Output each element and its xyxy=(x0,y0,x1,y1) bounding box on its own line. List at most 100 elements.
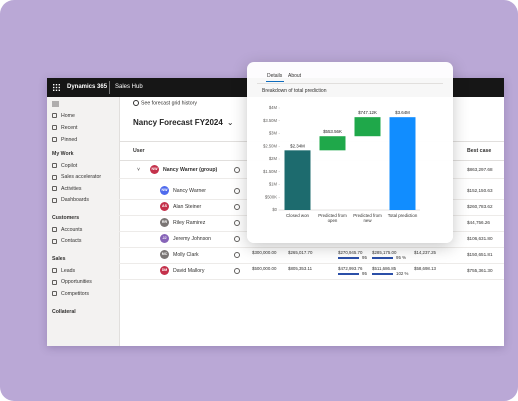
nav-group-title: Collateral xyxy=(52,308,76,315)
nav-icon xyxy=(52,238,57,244)
nav-item[interactable]: Competitors xyxy=(61,290,89,297)
history-link[interactable]: See forecast grid history xyxy=(133,100,197,106)
nav-icon xyxy=(52,227,57,232)
row-action[interactable] xyxy=(234,166,240,173)
nav-icon xyxy=(52,125,57,130)
app-launcher[interactable] xyxy=(53,84,60,91)
nav-item[interactable]: Opportunities xyxy=(61,279,92,285)
progress-bar xyxy=(338,273,359,275)
nav-icon xyxy=(52,113,57,118)
progress-bar xyxy=(372,273,393,275)
row-action[interactable] xyxy=(234,219,240,226)
row-action[interactable] xyxy=(234,235,240,242)
nav-item[interactable]: Accounts xyxy=(61,226,83,233)
data-label: $553.56K xyxy=(323,129,342,134)
best-case: $44,756.26 xyxy=(467,220,490,225)
nav-icon xyxy=(52,291,57,296)
cell: $300,000.00 xyxy=(252,250,277,255)
nav-item[interactable]: Leads xyxy=(61,267,76,274)
x-tick-label: Closed won xyxy=(286,213,309,218)
best-case: $106,631.80 xyxy=(467,236,493,241)
nav-item[interactable]: Copilot xyxy=(61,162,78,169)
menu-toggle[interactable] xyxy=(52,101,59,107)
nav-item[interactable]: Activities xyxy=(61,185,82,192)
nav-icon xyxy=(52,186,57,191)
tab-divider xyxy=(257,83,443,84)
percent: 95 % xyxy=(396,255,407,260)
y-tick-label: $1.50M xyxy=(263,169,277,174)
row-line xyxy=(119,247,504,248)
percent: 95 xyxy=(362,255,367,260)
bar xyxy=(389,117,416,210)
user-name[interactable]: Molly Clark xyxy=(173,252,199,258)
user-name[interactable]: Nancy Warner xyxy=(173,188,206,194)
nav-item[interactable]: Dashboards xyxy=(61,197,89,203)
nav-item[interactable]: Recent xyxy=(61,124,78,131)
nav-item[interactable]: Contacts xyxy=(61,238,82,244)
avatar: MC xyxy=(160,250,169,259)
y-tick-label: $3.50M xyxy=(263,118,277,123)
x-tick-label: Predicted from new xyxy=(353,213,382,224)
tab[interactable]: Details xyxy=(267,73,283,79)
cell: $270,945.70 xyxy=(338,250,363,255)
nav-icon xyxy=(52,279,57,285)
history-link-text[interactable]: See forecast grid history xyxy=(141,100,197,107)
user-name[interactable]: Jeremy Johnson xyxy=(173,236,212,242)
y-tick-label: $2M xyxy=(269,156,278,161)
user-name[interactable]: Alan Steiner xyxy=(173,204,202,210)
cell: $511,686.85 xyxy=(372,266,397,271)
row-line xyxy=(119,279,504,280)
cell: $500,000.00 xyxy=(252,266,277,271)
x-tick-label: Predicted from open xyxy=(318,213,347,224)
tab[interactable]: About xyxy=(288,73,302,79)
best-case: $150,651.81 xyxy=(467,252,493,257)
avatar: NW xyxy=(150,165,159,174)
y-tick-label: $4M xyxy=(269,105,278,110)
column-header: User xyxy=(133,148,145,154)
column-header: Best case xyxy=(467,148,492,154)
progress-bar xyxy=(338,257,359,259)
title-chevron[interactable]: ⌄ xyxy=(226,118,234,127)
user-name[interactable]: Riley Ramirez xyxy=(173,220,206,226)
history-icon xyxy=(133,100,139,106)
cell: $265,017.70 xyxy=(288,250,313,255)
nav-icon xyxy=(52,197,57,203)
expand-chevron[interactable]: ˅ xyxy=(137,167,141,173)
row-action[interactable] xyxy=(234,187,240,194)
chart-title: Breakdown of total prediction xyxy=(262,88,327,94)
row-action[interactable] xyxy=(234,251,240,258)
user-name[interactable]: Nancy Warner (group) xyxy=(163,167,218,173)
nav-group-title: Customers xyxy=(52,215,80,221)
row-action[interactable] xyxy=(234,267,240,274)
product-name: Dynamics 365 xyxy=(67,84,108,90)
nav-icon xyxy=(52,137,57,142)
bar xyxy=(319,136,346,151)
user-name[interactable]: David Mallory xyxy=(173,268,205,274)
y-tick-label: $1M xyxy=(269,182,278,187)
nav-item[interactable]: Sales accelerator xyxy=(61,174,102,180)
nav-icon xyxy=(52,163,57,168)
row-action[interactable] xyxy=(234,203,240,210)
percent: 102 % xyxy=(396,271,409,276)
nav-icon xyxy=(52,268,57,273)
avatar: DM xyxy=(160,266,169,275)
bar xyxy=(354,117,381,137)
y-tick-label: $0 xyxy=(272,207,277,212)
data-label: $3.64M xyxy=(395,110,410,115)
avatar: AS xyxy=(160,202,169,211)
data-label: $2.34M xyxy=(290,143,305,148)
cell: $14,237.25 xyxy=(414,250,436,255)
nav-item[interactable]: Pinned xyxy=(61,136,78,143)
forecast-title-text: Nancy Forecast FY2024 xyxy=(133,118,223,127)
y-tick-label: $2.50M xyxy=(263,143,277,148)
bar xyxy=(284,150,311,210)
data-label: $747.12K xyxy=(358,110,377,115)
progress-bar xyxy=(372,257,393,259)
cell: $472,993.76 xyxy=(338,266,363,271)
prediction-card: Details About Breakdown of total predict… xyxy=(247,62,453,243)
nav-item[interactable]: Home xyxy=(61,112,75,119)
avatar: NW xyxy=(160,186,169,195)
cell: $58,698.13 xyxy=(414,266,436,271)
chart: $0 $500K $1M $1.50M $2M $2.50M $3M $3.50M $4M $2.… xyxy=(263,105,420,212)
